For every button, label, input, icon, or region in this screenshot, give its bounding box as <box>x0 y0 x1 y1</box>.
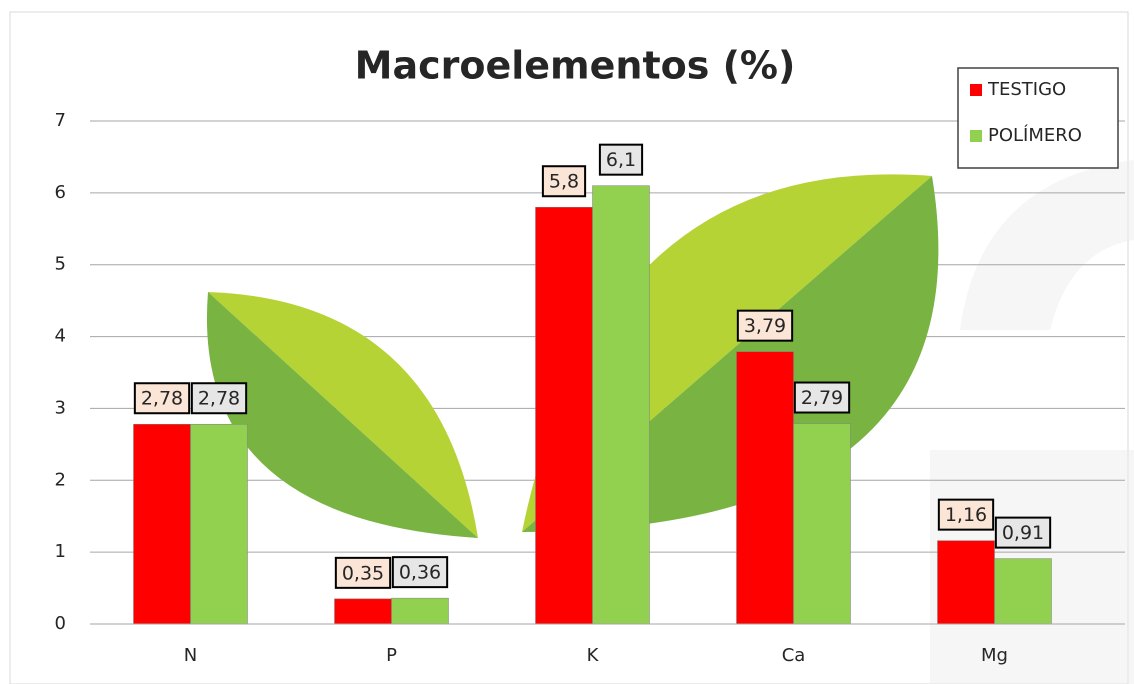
bar <box>938 541 995 624</box>
value-label: 0,91 <box>1002 522 1044 544</box>
y-tick-label: 0 <box>55 613 66 634</box>
value-label: 2,78 <box>141 388 183 410</box>
legend-swatch <box>970 84 982 96</box>
y-tick-label: 4 <box>55 326 66 347</box>
value-label: 0,36 <box>399 562 441 584</box>
bar <box>392 598 449 624</box>
y-tick-label: 2 <box>55 469 66 490</box>
bar <box>536 207 593 624</box>
value-label: 2,78 <box>198 388 240 410</box>
y-tick-label: 6 <box>55 182 66 203</box>
x-tick-label: Ca <box>782 645 806 666</box>
y-tick-label: 5 <box>55 254 66 275</box>
x-tick-label: P <box>386 645 397 666</box>
legend-swatch <box>970 130 982 142</box>
value-label: 2,79 <box>801 387 843 409</box>
value-label: 6,1 <box>606 149 636 171</box>
value-label: 5,8 <box>549 171 579 193</box>
bar <box>737 352 794 624</box>
bar <box>593 186 650 624</box>
bar <box>335 599 392 624</box>
legend-label: TESTIGO <box>987 79 1066 100</box>
bar <box>794 424 851 624</box>
x-tick-label: K <box>587 645 600 666</box>
value-label: 1,16 <box>945 504 987 526</box>
bar <box>134 424 191 624</box>
x-tick-label: N <box>184 645 197 666</box>
y-tick-label: 1 <box>55 541 66 562</box>
value-label: 0,35 <box>342 562 384 584</box>
chart: Macroelementos (%) 0 1 2 3 4 5 6 7 N 2,78 2,78 P 0,3… <box>0 0 1134 684</box>
y-tick-label: 7 <box>55 110 66 131</box>
chart-title: Macroelementos (%) <box>355 44 796 88</box>
value-label: 3,79 <box>744 315 786 337</box>
legend: TESTIGO POLÍMERO <box>958 68 1118 168</box>
bar <box>191 424 248 624</box>
x-tick-label: Mg <box>981 645 1008 666</box>
bar <box>995 559 1052 624</box>
y-tick-label: 3 <box>55 397 66 418</box>
legend-label: POLÍMERO <box>988 124 1082 146</box>
